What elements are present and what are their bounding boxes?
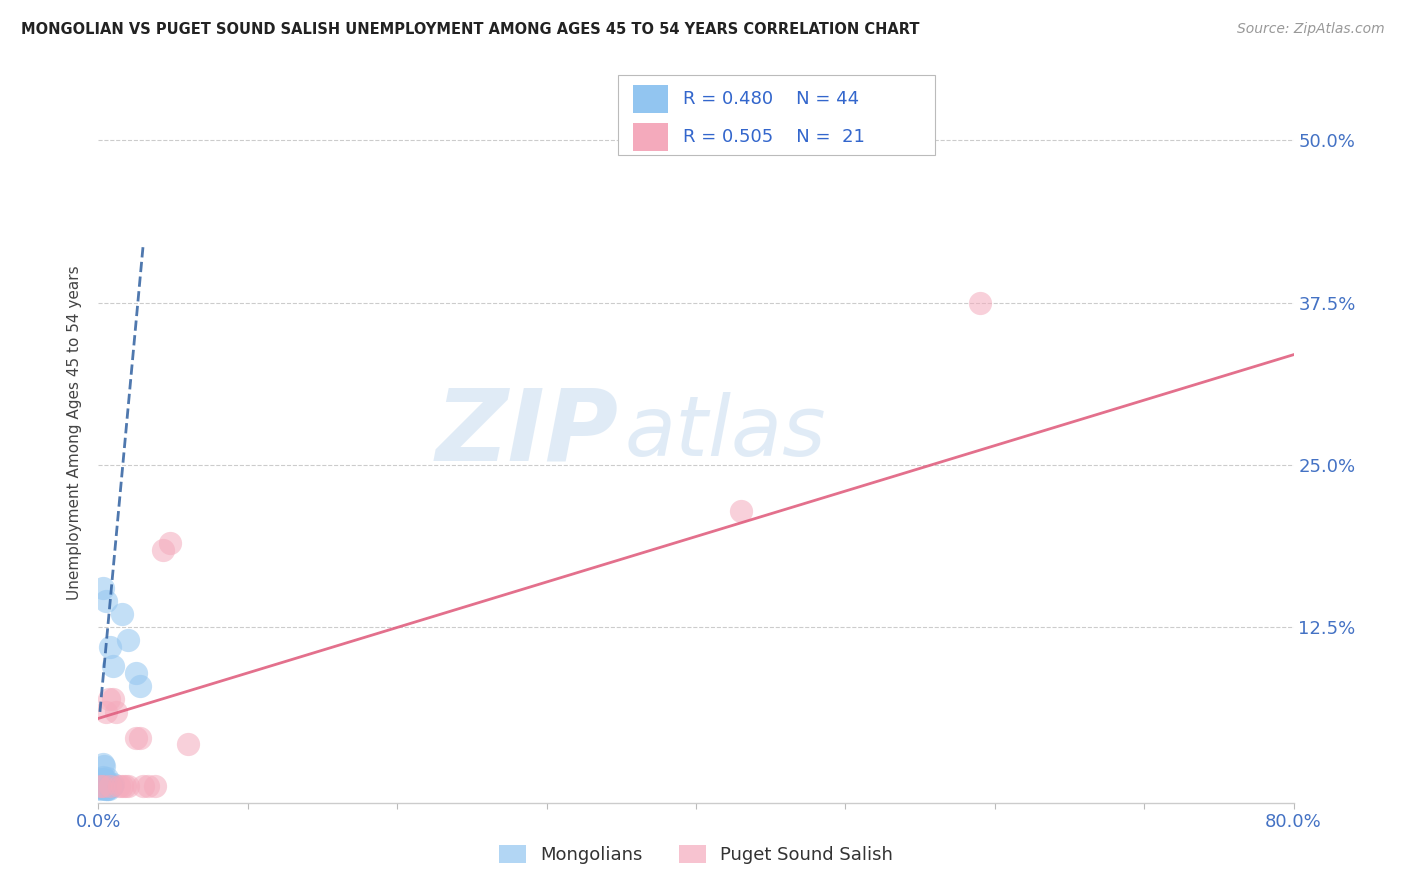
Point	[103, 659, 125, 673]
Point	[96, 781, 118, 796]
Point	[90, 772, 112, 786]
Point	[89, 774, 111, 789]
Legend: Mongolians, Puget Sound Salish: Mongolians, Puget Sound Salish	[499, 845, 893, 864]
Point	[91, 779, 114, 793]
Point	[89, 779, 111, 793]
Point	[91, 778, 114, 792]
Text: R = 0.505    N =  21: R = 0.505 N = 21	[683, 128, 865, 146]
Point	[89, 780, 111, 794]
Point	[93, 759, 115, 773]
Point	[90, 780, 112, 795]
Point	[96, 782, 118, 797]
Point	[91, 779, 114, 793]
Point	[98, 779, 122, 793]
Point	[93, 780, 115, 794]
Bar	[619, 75, 935, 155]
Point	[103, 692, 125, 706]
Text: R = 0.480    N = 44: R = 0.480 N = 44	[683, 90, 859, 108]
Text: ZIP: ZIP	[436, 384, 619, 481]
Point	[91, 781, 114, 796]
Bar	[633, 123, 668, 152]
Point	[111, 607, 134, 622]
Point	[177, 737, 200, 751]
Point	[89, 782, 111, 797]
Point	[101, 779, 124, 793]
Point	[143, 779, 166, 793]
Point	[96, 777, 118, 791]
Point	[969, 295, 991, 310]
Text: Source: ZipAtlas.com: Source: ZipAtlas.com	[1237, 22, 1385, 37]
Point	[94, 594, 117, 608]
Point	[136, 779, 159, 793]
Point	[730, 503, 752, 517]
Point	[93, 780, 115, 795]
Point	[125, 665, 148, 680]
Point	[125, 731, 148, 745]
Point	[117, 633, 139, 648]
Point	[89, 778, 111, 792]
Point	[101, 780, 124, 794]
Point	[111, 779, 134, 793]
Point	[94, 778, 117, 792]
Point	[89, 780, 111, 795]
Point	[114, 779, 136, 793]
Point	[93, 779, 115, 793]
Point	[90, 780, 112, 794]
Point	[132, 779, 155, 793]
Point	[96, 772, 118, 786]
Point	[103, 777, 125, 791]
Point	[129, 731, 152, 745]
Point	[97, 777, 120, 791]
Point	[96, 773, 118, 788]
Point	[91, 781, 114, 796]
Point	[152, 542, 174, 557]
Point	[108, 779, 131, 793]
Point	[94, 779, 117, 793]
Point	[91, 780, 114, 795]
Point	[117, 779, 139, 793]
Point	[93, 782, 115, 797]
Y-axis label: Unemployment Among Ages 45 to 54 years: Unemployment Among Ages 45 to 54 years	[67, 265, 83, 600]
Point	[105, 705, 128, 719]
Point	[94, 780, 117, 794]
Text: atlas: atlas	[624, 392, 825, 473]
Point	[98, 782, 121, 797]
Point	[93, 775, 115, 789]
Point	[91, 582, 114, 596]
Point	[159, 536, 181, 550]
Point	[91, 772, 114, 787]
Point	[94, 705, 117, 719]
Point	[91, 770, 114, 784]
Bar	[633, 85, 668, 113]
Text: MONGOLIAN VS PUGET SOUND SALISH UNEMPLOYMENT AMONG AGES 45 TO 54 YEARS CORRELATI: MONGOLIAN VS PUGET SOUND SALISH UNEMPLOY…	[21, 22, 920, 37]
Point	[97, 692, 120, 706]
Point	[129, 679, 152, 693]
Point	[91, 756, 114, 771]
Point	[98, 640, 122, 654]
Point	[98, 780, 121, 794]
